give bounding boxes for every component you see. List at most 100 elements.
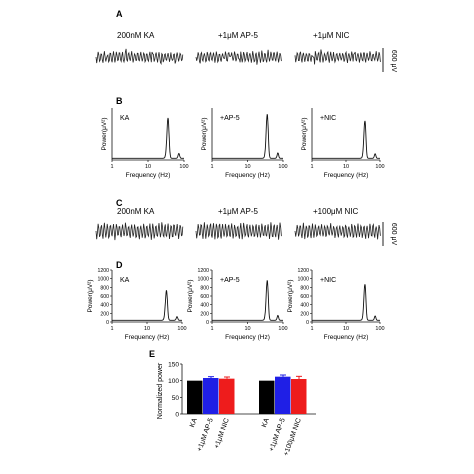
bar-category-label: KA (261, 417, 271, 428)
y-tick-label: 0 (206, 320, 209, 326)
y-tick-label: 800 (200, 285, 209, 291)
x-axis-label: Frequency (Hz) (126, 172, 171, 179)
panel-c: C 200nM KA +1μM AP-5 +100μM NIC 600 μV (95, 198, 397, 246)
panel-d-plot-nic: 1 10 100 Frequency (Hz) Power(μV²) 0 200 400 600… (287, 268, 385, 341)
panel-c-trace-nic (294, 222, 381, 240)
y-axis-label: Power(μV²) (287, 280, 294, 313)
panel-e-letter: E (149, 349, 155, 359)
panel-a-scale-label: 600 μV (390, 50, 397, 73)
bar-category-label: +100μM NIC (283, 417, 303, 457)
y-tick-label: 1200 (97, 268, 109, 274)
y-tick-label: 0 (306, 320, 309, 326)
y-tick-label: 1000 (97, 277, 109, 283)
panel-b-plot-ap5: 1 10 100 Frequency (Hz) Power(μV²) +AP-5 (201, 108, 288, 179)
x-tick-label: 1 (110, 326, 113, 332)
y-tick-label: 800 (100, 285, 109, 291)
y-axis-label: Power(μV²) (87, 280, 94, 313)
x-tick-label: 100 (278, 326, 287, 332)
panel-c-trace-ap5 (195, 222, 282, 240)
y-tick-label: 400 (100, 303, 109, 309)
x-tick-label: 10 (145, 164, 151, 170)
x-tick-label: 10 (343, 164, 349, 170)
x-tick-label: 10 (244, 326, 250, 332)
y-tick-label: 400 (300, 303, 309, 309)
plot-label: +AP-5 (220, 277, 240, 284)
panel-c-trace-ka (95, 222, 184, 241)
x-axis-label: Frequency (Hz) (324, 172, 369, 179)
bar-y-tick-label: 150 (168, 362, 179, 369)
panel-d-letter: D (116, 260, 123, 270)
x-tick-label: 10 (144, 326, 150, 332)
bar-y-tick-label: 100 (168, 378, 179, 385)
spectrum-line (212, 280, 283, 321)
bar-y-tick-label: 0 (175, 412, 179, 419)
y-tick-label: 200 (100, 311, 109, 317)
x-tick-label: 10 (244, 164, 250, 170)
y-tick-label: 0 (106, 320, 109, 326)
bar-category-label: +1μM NIC (213, 417, 230, 449)
bar (275, 376, 291, 414)
panel-c-scale-label: 600 μV (390, 223, 397, 246)
x-tick-label: 100 (177, 326, 186, 332)
y-tick-label: 1200 (197, 268, 209, 274)
x-axis-label: Frequency (Hz) (225, 334, 270, 341)
y-tick-label: 200 (300, 311, 309, 317)
panel-d-plot-ka: 1 10 100 Frequency (Hz) Power(μV²) 0 200 400 600… (87, 268, 187, 341)
panel-b-plot-ka: 1 10 100 Frequency (Hz) Power(μV²) KA (101, 108, 189, 179)
panel-a-trace-ap5 (195, 49, 282, 65)
bar-category-label: +1μM AP-5 (196, 417, 215, 452)
plot-label: +AP-5 (220, 115, 240, 122)
x-tick-label: 100 (375, 326, 384, 332)
y-axis-label: Power(μV²) (101, 118, 108, 151)
panel-c-letter: C (116, 198, 123, 208)
spectrum-line (312, 284, 380, 321)
y-tick-label: 200 (200, 311, 209, 317)
x-axis-label: Frequency (Hz) (225, 172, 270, 179)
plot-label: +NIC (320, 277, 336, 284)
y-tick-label: 600 (200, 294, 209, 300)
y-tick-label: 800 (300, 285, 309, 291)
panel-a-label-ka: 200nM KA (117, 31, 155, 40)
y-axis-label: Power(μV²) (187, 280, 194, 313)
panel-a-label-ap5: +1μM AP-5 (218, 31, 259, 40)
x-tick-label: 1 (310, 164, 313, 170)
x-axis-label: Frequency (Hz) (125, 334, 170, 341)
panel-a-letter: A (116, 9, 123, 19)
plot-label: +NIC (320, 115, 336, 122)
x-tick-label: 1 (210, 164, 213, 170)
bar-category-label: +1μM AP-5 (268, 417, 287, 452)
bar (203, 378, 219, 414)
x-tick-label: 1 (210, 326, 213, 332)
spectrum-line (112, 117, 184, 159)
y-axis-label: Power(μV²) (201, 118, 208, 151)
x-tick-label: 1 (110, 164, 113, 170)
y-tick-label: 600 (100, 294, 109, 300)
y-tick-label: 600 (300, 294, 309, 300)
panel-d-plot-ap5: 1 10 100 Frequency (Hz) Power(μV²) 0 200 400 600… (187, 268, 288, 341)
bar (291, 379, 307, 414)
panel-a-trace-nic (294, 49, 381, 65)
y-axis-label: Power(μV²) (301, 118, 308, 151)
panel-c-label-ka: 200nM KA (117, 207, 155, 216)
y-tick-label: 1200 (297, 268, 309, 274)
x-tick-label: 100 (278, 164, 287, 170)
x-tick-label: 10 (343, 326, 349, 332)
bar (219, 378, 235, 414)
panel-c-label-ap5: +1μM AP-5 (218, 207, 259, 216)
panel-a: A 200nM KA +1μM AP-5 +1μM NIC 600 μV (95, 9, 397, 73)
bar (187, 380, 203, 414)
y-tick-label: 400 (200, 303, 209, 309)
panel-b-letter: B (116, 96, 123, 106)
plot-label: KA (120, 277, 130, 284)
bar (259, 380, 275, 414)
x-tick-label: 100 (375, 164, 384, 170)
panel-b: B 1 10 100 Frequency (Hz) Power(μV²) KA 1 10 10… (101, 96, 385, 179)
x-axis-label: Frequency (Hz) (324, 334, 369, 341)
spectrum-line (312, 120, 380, 159)
y-tick-label: 1000 (197, 277, 209, 283)
bar-y-axis-label: Normalized power (157, 362, 164, 419)
bar-category-label: KA (189, 417, 199, 428)
